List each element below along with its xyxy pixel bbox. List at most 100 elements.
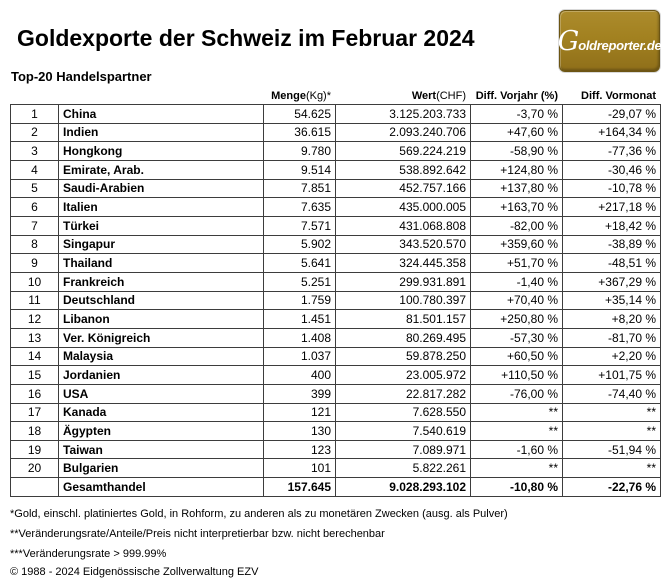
vormonat-cell: +2,20 % (562, 346, 661, 367)
wert-cell: 538.892.642 (335, 159, 471, 180)
table-row: 5 Saudi-Arabien 7.851 452.757.166 +137,80 % -… (10, 178, 661, 199)
footnote-rate-not-interpretable: **Veränderungsrate/Anteile/Preis nicht i… (10, 528, 385, 540)
country-cell: Ägypten (58, 421, 264, 441)
wert-cell: 7.628.550 (335, 402, 471, 423)
wert-cell: 7.540.619 (335, 421, 471, 441)
vormonat-cell: -81,70 % (562, 327, 661, 348)
rank-cell: 6 (10, 197, 59, 217)
rank-cell: 8 (10, 234, 59, 255)
rank-cell: 11 (10, 290, 59, 311)
country-cell: Ver. Königreich (58, 327, 264, 348)
vormonat-cell: +367,29 % (562, 271, 661, 292)
country-cell: Singapur (58, 234, 264, 255)
vormonat-cell: -51,94 % (562, 439, 661, 460)
trade-table: 1 China 54.625 3.125.203.733 -3,70 % -29,07 %… (10, 104, 661, 497)
vormonat-cell: +18,42 % (562, 215, 661, 236)
vorjahr-cell: -58,90 % (470, 141, 563, 161)
menge-cell: 121 (263, 402, 336, 423)
vormonat-cell: +164,34 % (562, 122, 661, 143)
table-row: 19 Taiwan 123 7.089.971 -1,60 % -51,94 % (10, 439, 661, 460)
menge-cell: 9.780 (263, 141, 336, 161)
table-row: 3 Hongkong 9.780 569.224.219 -58,90 % -77,36 … (10, 141, 661, 161)
country-cell: Indien (58, 122, 264, 143)
wert-cell: 343.520.570 (335, 234, 471, 255)
wert-cell: 3.125.203.733 (335, 104, 471, 124)
menge-cell: 5.641 (263, 253, 336, 273)
wert-cell: 431.068.808 (335, 215, 471, 236)
table-row: 20 Bulgarien 101 5.822.261 ** ** (10, 458, 661, 479)
vormonat-cell: ** (562, 402, 661, 423)
vormonat-cell: -48,51 % (562, 253, 661, 273)
vorjahr-cell: -3,70 % (470, 104, 563, 124)
menge-header-unit: (Kg)* (305, 90, 331, 102)
table-row: 13 Ver. Königreich 1.408 80.269.495 -57,30 %… (10, 327, 661, 348)
vormonat-cell: -38,89 % (562, 234, 661, 255)
vorjahr-cell: +47,60 % (470, 122, 563, 143)
wert-cell: 299.931.891 (335, 271, 471, 292)
wert-cell: 2.093.240.706 (335, 122, 471, 143)
country-cell: Kanada (58, 402, 264, 423)
table-row: 12 Libanon 1.451 81.501.157 +250,80 % +8,20 % (10, 309, 661, 329)
menge-cell: 9.514 (263, 159, 336, 180)
table-body: 1 China 54.625 3.125.203.733 -3,70 % -29,07 %… (10, 104, 661, 479)
wert-cell: 59.878.250 (335, 346, 471, 367)
wert-cell: 7.089.971 (335, 439, 471, 460)
wert-cell: 324.445.358 (335, 253, 471, 273)
rank-cell: 13 (10, 327, 59, 348)
vormonat-cell: -10,78 % (562, 178, 661, 199)
rank-cell: 14 (10, 346, 59, 367)
country-cell: China (58, 104, 264, 124)
vorjahr-cell: +137,80 % (470, 178, 563, 199)
menge-cell: 5.902 (263, 234, 336, 255)
logo-rest-text: oldreporter.de (578, 37, 662, 53)
wert-cell: 452.757.166 (335, 178, 471, 199)
vormonat-cell: ** (562, 458, 661, 479)
country-cell: Malaysia (58, 346, 264, 367)
column-header-menge: Menge (Kg)* (263, 87, 335, 102)
vorjahr-cell: +60,50 % (470, 346, 563, 367)
country-cell: Thailand (58, 253, 264, 273)
table-row: 4 Emirate, Arab. 9.514 538.892.642 +124,80 %… (10, 159, 661, 180)
menge-header-bold: Menge (271, 90, 306, 102)
menge-cell: 1.037 (263, 346, 336, 367)
column-header-diff-vorjahr: Diff. Vorjahr (%) (475, 90, 558, 102)
menge-cell: 101 (263, 458, 336, 479)
vorjahr-cell: -82,00 % (470, 215, 563, 236)
menge-cell: 5.251 (263, 271, 336, 292)
vorjahr-cell: +51,70 % (470, 253, 563, 273)
total-menge-cell: 157.645 (263, 477, 336, 497)
column-header-wert: Wert (CHF) (335, 87, 470, 102)
vormonat-cell: -74,40 % (562, 383, 661, 404)
wert-cell: 22.817.282 (335, 383, 471, 404)
menge-cell: 54.625 (263, 104, 336, 124)
wert-cell: 80.269.495 (335, 327, 471, 348)
total-vorjahr-cell: -10,80 % (470, 477, 563, 497)
menge-cell: 7.635 (263, 197, 336, 217)
wert-cell: 435.000.005 (335, 197, 471, 217)
rank-cell: 2 (10, 122, 59, 143)
country-cell: Libanon (58, 309, 264, 329)
country-cell: Türkei (58, 215, 264, 236)
table-row: 1 China 54.625 3.125.203.733 -3,70 % -29,07 % (10, 104, 661, 124)
rank-cell: 9 (10, 253, 59, 273)
vorjahr-cell: +250,80 % (470, 309, 563, 329)
total-row: Gesamthandel 157.645 9.028.293.102 -10,8… (10, 477, 661, 497)
table-row: 9 Thailand 5.641 324.445.358 +51,70 % -48,51 … (10, 253, 661, 273)
vorjahr-cell: ** (470, 402, 563, 423)
vormonat-cell: +101,75 % (562, 365, 661, 385)
rank-cell: 18 (10, 421, 59, 441)
column-headers: Menge (Kg)* Wert (CHF) Diff. Vorjahr (%)… (10, 87, 660, 102)
rank-cell: 4 (10, 159, 59, 180)
copyright-line: © 1988 - 2024 Eidgenössische Zollverwalt… (10, 566, 259, 578)
menge-cell: 1.408 (263, 327, 336, 348)
country-cell: Jordanien (58, 365, 264, 385)
menge-cell: 7.571 (263, 215, 336, 236)
vorjahr-cell: -1,40 % (470, 271, 563, 292)
country-cell: Bulgarien (58, 458, 264, 479)
total-blank-cell (10, 477, 59, 497)
vormonat-cell: -30,46 % (562, 159, 661, 180)
rank-cell: 15 (10, 365, 59, 385)
country-cell: Frankreich (58, 271, 264, 292)
rank-cell: 3 (10, 141, 59, 161)
